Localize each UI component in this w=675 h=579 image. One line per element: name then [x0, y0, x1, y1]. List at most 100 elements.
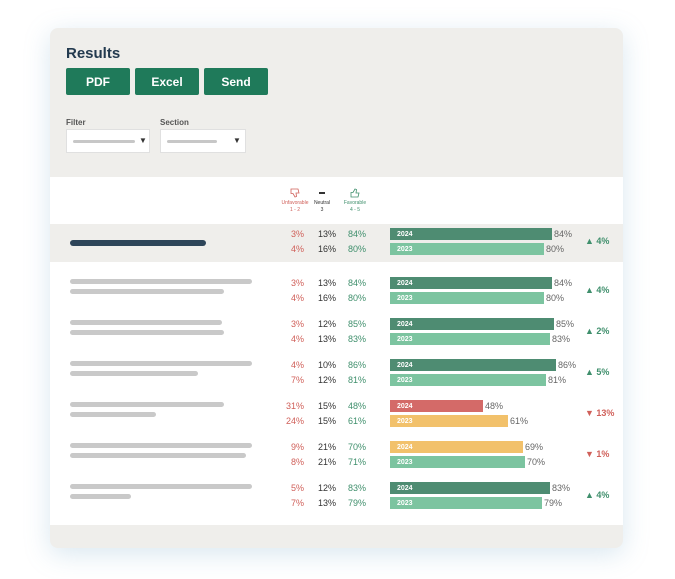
favorable-percent: 71% [347, 457, 366, 467]
pdf-button[interactable]: PDF [66, 68, 130, 95]
favorable-percent: 80% [347, 244, 366, 254]
label-placeholder [70, 484, 252, 489]
favorable-percent: 70% [347, 442, 366, 452]
year-bar-value: 69% [525, 442, 544, 452]
label-placeholder [70, 371, 198, 376]
favorable-percent: 61% [347, 416, 366, 426]
label-placeholder [70, 494, 131, 499]
section-select[interactable]: ▼ [160, 129, 246, 153]
year-bar-value: 84% [554, 278, 573, 288]
favorable-percent: 85% [347, 319, 366, 329]
favorable-percent: 84% [347, 278, 366, 288]
label-placeholder [70, 240, 206, 246]
send-button[interactable]: Send [204, 68, 268, 95]
table-row: 9% 21% 70% 8% 21% 71% 2024 69% 2023 70% ▼ 1% [50, 437, 623, 475]
change-indicator: ▼ 1% [585, 449, 610, 459]
neutral-percent: 10% [317, 360, 336, 370]
year-bar-2024: 2024 [390, 318, 554, 330]
unfavorable-percent: 3% [290, 278, 304, 288]
year-bar-value: 61% [510, 416, 529, 426]
legend-favorable: Favorable 4 - 5 [338, 188, 372, 214]
neutral-percent: 12% [317, 319, 336, 329]
year-bar-2023: 2023 [390, 292, 544, 304]
unfavorable-percent: 8% [290, 457, 304, 467]
label-placeholder [70, 453, 246, 458]
year-bar-value: 83% [552, 334, 571, 344]
year-bar-value: 85% [556, 319, 575, 329]
section-label: Section [160, 118, 189, 127]
legend-neutral-label: Neutral [313, 200, 331, 206]
excel-button[interactable]: Excel [135, 68, 199, 95]
thumbs-up-icon [350, 188, 360, 198]
neutral-dash-icon [319, 192, 325, 194]
neutral-percent: 13% [317, 278, 336, 288]
unfavorable-percent: 3% [290, 229, 304, 239]
year-bar-2024: 2024 [390, 359, 556, 371]
change-indicator: ▲ 4% [585, 285, 610, 295]
year-bar-value: 86% [558, 360, 577, 370]
unfavorable-percent: 31% [285, 401, 304, 411]
year-bar-2023: 2023 [390, 374, 546, 386]
filter-select[interactable]: ▼ [66, 129, 150, 153]
year-bar-2023: 2023 [390, 415, 508, 427]
section-placeholder [167, 140, 217, 143]
year-bar-2023: 2023 [390, 333, 550, 345]
neutral-percent: 13% [317, 334, 336, 344]
unfavorable-percent: 24% [285, 416, 304, 426]
chevron-down-icon: ▼ [233, 136, 241, 145]
label-placeholder [70, 330, 224, 335]
year-bar-value: 70% [527, 457, 546, 467]
favorable-percent: 48% [347, 401, 366, 411]
unfavorable-percent: 7% [290, 498, 304, 508]
change-indicator: ▲ 5% [585, 367, 610, 377]
summary-row: 3% 13% 84% 4% 16% 80% 2024 84% 2023 80% ▲ 4% [50, 224, 623, 262]
favorable-percent: 80% [347, 293, 366, 303]
label-placeholder [70, 412, 156, 417]
legend-neutral-range: 3 [320, 207, 324, 213]
neutral-percent: 16% [317, 244, 336, 254]
neutral-percent: 12% [317, 483, 336, 493]
year-bar-2023: 2023 [390, 243, 544, 255]
change-indicator: ▲ 4% [585, 490, 610, 500]
legend-favorable-range: 4 - 5 [349, 207, 360, 213]
neutral-percent: 12% [317, 375, 336, 385]
neutral-percent: 15% [317, 416, 336, 426]
change-indicator: ▲ 2% [585, 326, 610, 336]
favorable-percent: 84% [347, 229, 366, 239]
year-bar-value: 80% [546, 293, 565, 303]
unfavorable-percent: 4% [290, 360, 304, 370]
neutral-percent: 15% [317, 401, 336, 411]
legend-favorable-label: Favorable [343, 200, 367, 206]
year-bar-2023: 2023 [390, 456, 525, 468]
label-placeholder [70, 443, 252, 448]
year-bar-value: 81% [548, 375, 567, 385]
unfavorable-percent: 9% [290, 442, 304, 452]
results-card: Results PDF Excel Send Filter ▼ Section … [50, 28, 623, 548]
change-indicator: ▼ 13% [585, 408, 615, 418]
year-bar-2024: 2024 [390, 482, 550, 494]
label-placeholder [70, 320, 222, 325]
neutral-percent: 13% [317, 229, 336, 239]
year-bar-value: 83% [552, 483, 571, 493]
unfavorable-percent: 5% [290, 483, 304, 493]
thumbs-down-icon [290, 188, 300, 198]
legend-unfavorable-label: Unfavorable [281, 200, 309, 206]
legend-neutral: Neutral 3 [312, 188, 332, 214]
table-row: 4% 10% 86% 7% 12% 81% 2024 86% 2023 81% ▲ 5% [50, 355, 623, 393]
year-bar-2024: 2024 [390, 228, 552, 240]
neutral-percent: 21% [317, 442, 336, 452]
label-placeholder [70, 289, 224, 294]
label-placeholder [70, 279, 252, 284]
year-bar-2024: 2024 [390, 277, 552, 289]
table-row: 5% 12% 83% 7% 13% 79% 2024 83% 2023 79% ▲ 4% [50, 478, 623, 516]
favorable-percent: 79% [347, 498, 366, 508]
results-panel: Unfavorable 1 - 2 Neutral 3 Favorable 4 … [50, 177, 623, 525]
neutral-percent: 16% [317, 293, 336, 303]
filter-placeholder [73, 140, 135, 143]
year-bar-value: 84% [554, 229, 573, 239]
unfavorable-percent: 4% [290, 334, 304, 344]
neutral-percent: 21% [317, 457, 336, 467]
label-placeholder [70, 402, 224, 407]
unfavorable-percent: 3% [290, 319, 304, 329]
year-bar-value: 48% [485, 401, 504, 411]
